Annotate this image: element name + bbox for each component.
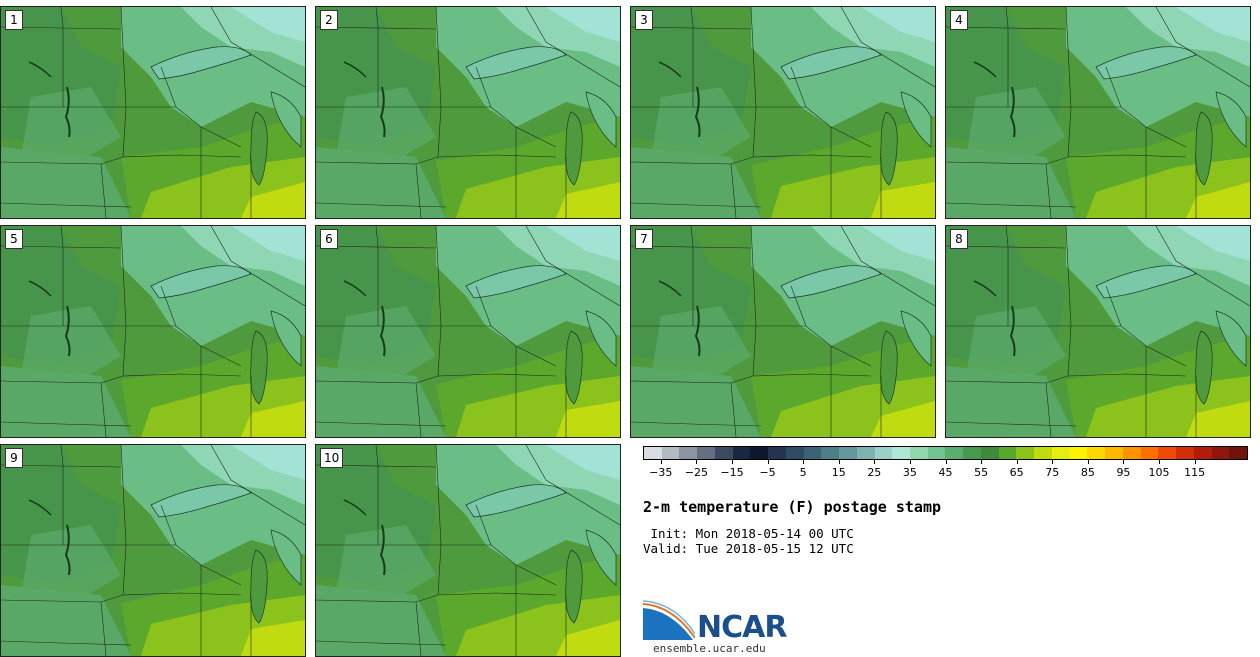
colorbar-swatch: [714, 447, 733, 459]
colorbar-swatch: [661, 447, 680, 459]
colorbar-swatch: [998, 447, 1017, 459]
colorbar-swatch: [1140, 447, 1159, 459]
colorbar-swatch: [785, 447, 804, 459]
panel-number: 1: [5, 10, 23, 30]
map-panel-10: 10: [315, 444, 621, 657]
colorbar-swatch: [768, 447, 786, 459]
map-panel-4: 4: [945, 6, 1251, 219]
colorbar-swatch: [1069, 447, 1088, 459]
map-panel-1: 1: [0, 6, 306, 219]
colorbar-tick-label: 105: [1148, 466, 1170, 479]
map-panel-6: 6: [315, 225, 621, 438]
colorbar-swatch: [839, 447, 857, 459]
colorbar-swatch: [1034, 447, 1052, 459]
colorbar-swatch: [803, 447, 822, 459]
colorbar-tick: [660, 460, 662, 464]
colorbar-swatch: [980, 447, 999, 459]
colorbar-tick: [767, 460, 769, 464]
colorbar-swatch: [644, 447, 662, 459]
colorbar-tick-label: 85: [1080, 466, 1095, 479]
colorbar-tick: [838, 460, 840, 464]
colorbar-swatch: [750, 447, 769, 459]
website-url: ensemble.ucar.edu: [653, 642, 766, 655]
map-panel-5: 5: [0, 225, 306, 438]
colorbar-tick: [1016, 460, 1018, 464]
colorbar-swatch: [732, 447, 751, 459]
colorbar-tick: [1087, 460, 1089, 464]
panel-number: 2: [320, 10, 338, 30]
colorbar-tick-label: −35: [649, 466, 673, 479]
colorbar-swatch: [679, 447, 698, 459]
colorbar-tick-label: 55: [974, 466, 989, 479]
colorbar-swatch: [927, 447, 946, 459]
colorbar-tick-label: −5: [759, 466, 776, 479]
colorbar-tick-label: 25: [867, 466, 882, 479]
colorbar-tick: [803, 460, 805, 464]
panel-number: 9: [5, 448, 23, 468]
colorbar-swatch: [1158, 447, 1177, 459]
colorbar-tick: [1194, 460, 1196, 464]
colorbar-swatch: [963, 447, 981, 459]
map-panel-2: 2: [315, 6, 621, 219]
colorbar-swatch: [910, 447, 928, 459]
colorbar-tick-label: −15: [720, 466, 744, 479]
panel-number: 6: [320, 229, 338, 249]
init-time: Init: Mon 2018-05-14 00 UTC: [643, 526, 854, 541]
panel-number: 10: [320, 448, 344, 468]
temperature-colorbar: [643, 446, 1248, 460]
colorbar-tick: [874, 460, 876, 464]
colorbar-tick-label: 65: [1009, 466, 1024, 479]
colorbar-swatch: [1229, 447, 1247, 459]
colorbar-tick-label: 15: [831, 466, 846, 479]
colorbar-swatch: [1193, 447, 1212, 459]
colorbar-swatch: [892, 447, 911, 459]
map-panel-8: 8: [945, 225, 1251, 438]
colorbar-tick: [981, 460, 983, 464]
colorbar-tick: [731, 460, 733, 464]
colorbar-tick: [1123, 460, 1125, 464]
colorbar-swatch: [1087, 447, 1106, 459]
colorbar-swatch: [1051, 447, 1070, 459]
panel-number: 3: [635, 10, 653, 30]
panel-number: 4: [950, 10, 968, 30]
map-panel-3: 3: [630, 6, 936, 219]
colorbar-swatch: [874, 447, 893, 459]
colorbar-tick: [1052, 460, 1054, 464]
colorbar-swatch: [1211, 447, 1230, 459]
valid-time: Valid: Tue 2018-05-15 12 UTC: [643, 541, 854, 556]
colorbar-swatch: [1105, 447, 1123, 459]
colorbar-tick-label: 75: [1045, 466, 1060, 479]
colorbar-tick-label: 35: [902, 466, 917, 479]
colorbar-tick-label: 115: [1184, 466, 1206, 479]
panel-number: 7: [635, 229, 653, 249]
map-panel-9: 9: [0, 444, 306, 657]
colorbar-swatch: [821, 447, 840, 459]
colorbar-swatch: [856, 447, 875, 459]
panel-number: 8: [950, 229, 968, 249]
ncar-logo-icon: [643, 600, 695, 640]
colorbar-tick: [945, 460, 947, 464]
colorbar-swatch: [1176, 447, 1194, 459]
map-panel-7: 7: [630, 225, 936, 438]
colorbar-tick: [696, 460, 698, 464]
ncar-logo-text: NCAR: [697, 610, 787, 645]
colorbar-swatch: [945, 447, 964, 459]
colorbar-tick-label: 45: [938, 466, 953, 479]
panel-number: 5: [5, 229, 23, 249]
colorbar-tick: [909, 460, 911, 464]
colorbar-tick: [1159, 460, 1161, 464]
colorbar-tick-label: 95: [1116, 466, 1131, 479]
colorbar-tick-label: −25: [684, 466, 708, 479]
figure-title: 2-m temperature (F) postage stamp: [643, 498, 942, 516]
colorbar-tick-label: 5: [799, 466, 807, 479]
colorbar-swatch: [697, 447, 715, 459]
colorbar-swatch: [1016, 447, 1035, 459]
colorbar-swatch: [1122, 447, 1141, 459]
